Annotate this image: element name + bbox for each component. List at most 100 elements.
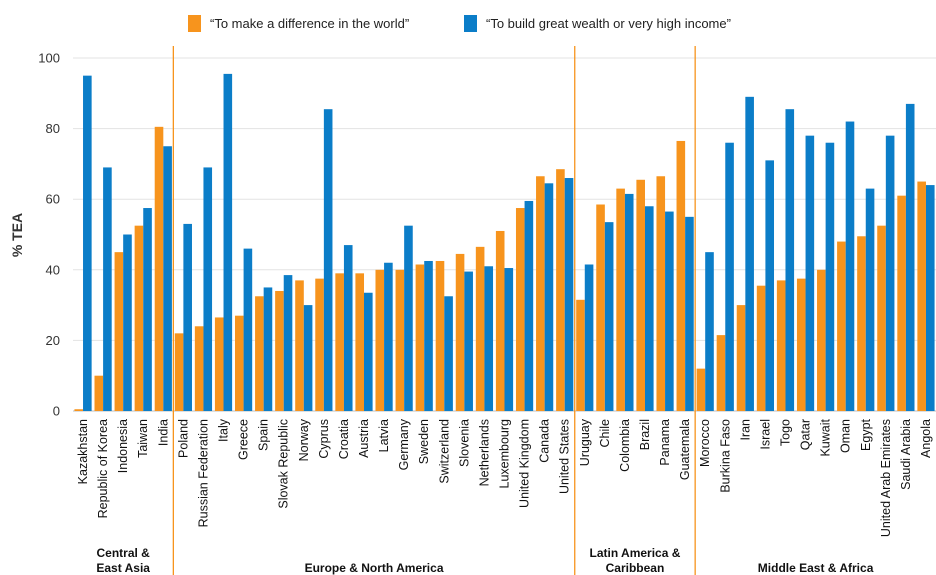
bar-difference (415, 264, 425, 411)
x-tick-label: Switzerland (437, 419, 451, 484)
bar-wealth (263, 287, 273, 411)
y-tick-label: 40 (46, 262, 60, 277)
bar-difference (756, 285, 766, 411)
x-tick-label: Guatemala (678, 419, 692, 480)
bar-wealth (805, 135, 815, 411)
x-tick-label: Angola (919, 419, 933, 458)
x-tick-label: Norway (297, 418, 311, 461)
bar-difference (295, 280, 304, 411)
bars (74, 73, 935, 412)
x-tick-label: India (156, 419, 170, 446)
x-tick-label: Oman (839, 419, 853, 453)
bar-wealth (303, 305, 313, 411)
bar-difference (917, 181, 926, 411)
bar-wealth (905, 103, 915, 411)
x-tick-label: Indonesia (116, 419, 130, 473)
x-tick-label: Canada (538, 419, 552, 463)
x-tick-label: Slovak Republic (277, 419, 291, 509)
bar-wealth (203, 167, 213, 411)
bar-wealth (584, 264, 594, 411)
bar-difference (857, 236, 866, 411)
bar-wealth (364, 292, 373, 411)
bar-difference (776, 280, 786, 411)
x-tick-label: Israel (758, 419, 772, 450)
bar-difference (154, 126, 164, 411)
region-label: Europe & North America (305, 561, 444, 575)
bar-wealth (624, 193, 634, 411)
x-tick-label: Egypt (859, 418, 873, 450)
bar-wealth (604, 222, 614, 411)
bar-difference (877, 225, 886, 411)
bar-difference (837, 241, 846, 411)
region-label-line: East Asia (96, 561, 150, 575)
x-tick-label: United Arab Emirates (879, 419, 893, 537)
bar-wealth (725, 142, 734, 411)
x-tick-label: Croatia (337, 419, 351, 459)
x-tick-label: Kazakhstan (76, 419, 90, 484)
bar-difference (796, 278, 806, 412)
x-tick-label: Kuwait (819, 418, 833, 456)
bar-difference (194, 326, 204, 411)
bar-difference (616, 188, 625, 411)
region-dividers (172, 46, 696, 575)
x-tick-label: Poland (176, 419, 190, 458)
bar-wealth (665, 211, 674, 411)
bar-difference (515, 208, 525, 411)
bar-wealth (504, 268, 514, 411)
bar-wealth (424, 260, 433, 411)
bar-wealth (524, 200, 534, 411)
bar-difference (656, 176, 666, 411)
bar-wealth (183, 223, 192, 411)
bar-wealth (785, 109, 795, 411)
bar-wealth (745, 96, 754, 411)
bar-wealth (644, 206, 654, 411)
x-tick-label: Sweden (417, 419, 431, 464)
bar-difference (716, 335, 726, 411)
bar-wealth (123, 234, 132, 411)
bar-difference (636, 179, 645, 411)
legend: “To make a difference in the world” “To … (188, 15, 731, 32)
x-tick-label: Iran (738, 419, 752, 441)
bar-difference (134, 225, 144, 411)
x-tick-label: Austria (357, 419, 371, 458)
bar-difference (556, 169, 565, 411)
bar-wealth (83, 75, 92, 412)
bar-wealth (243, 248, 253, 411)
region-labels: Central & East Asia Europe & North America… (96, 546, 873, 575)
bar-difference (736, 305, 746, 411)
bar-wealth (765, 160, 775, 411)
x-tick-label: Netherlands (477, 419, 491, 486)
bar-difference (74, 409, 84, 411)
bar-wealth (143, 208, 152, 411)
legend-label-difference: “To make a difference in the world” (210, 16, 409, 31)
region-label: Central & East Asia (96, 546, 150, 575)
bar-wealth (925, 185, 935, 411)
region-label: Latin America & Caribbean (589, 546, 680, 575)
x-tick-label: Chile (598, 419, 612, 448)
region-label-line: Central & (97, 546, 151, 560)
bar-wealth (384, 262, 393, 411)
bar-wealth (865, 188, 875, 411)
x-tick-label: Italy (217, 418, 231, 442)
bar-difference (455, 253, 465, 411)
region-label-line: Latin America & (589, 546, 680, 560)
x-tick-label: Republic of Korea (96, 419, 110, 518)
bar-difference (475, 246, 485, 411)
x-tick-labels: Kazakhstan Republic of Korea Indonesia Taiw… (76, 418, 933, 537)
x-tick-label: Luxembourg (498, 419, 512, 489)
bar-wealth (825, 142, 835, 411)
x-tick-label: Burkina Faso (718, 419, 732, 493)
region-label: Middle East & Africa (758, 561, 874, 575)
bar-wealth (404, 225, 413, 411)
bar-difference (495, 230, 505, 411)
bar-difference (435, 260, 445, 411)
bar-wealth (544, 183, 554, 411)
bar-difference (335, 273, 344, 411)
bar-wealth (464, 271, 473, 411)
bar-difference (817, 269, 826, 411)
bar-difference (255, 296, 264, 411)
y-tick-labels: 0 20 40 60 80 100 (38, 51, 60, 419)
bar-wealth (444, 296, 453, 411)
bar-wealth (103, 167, 112, 411)
